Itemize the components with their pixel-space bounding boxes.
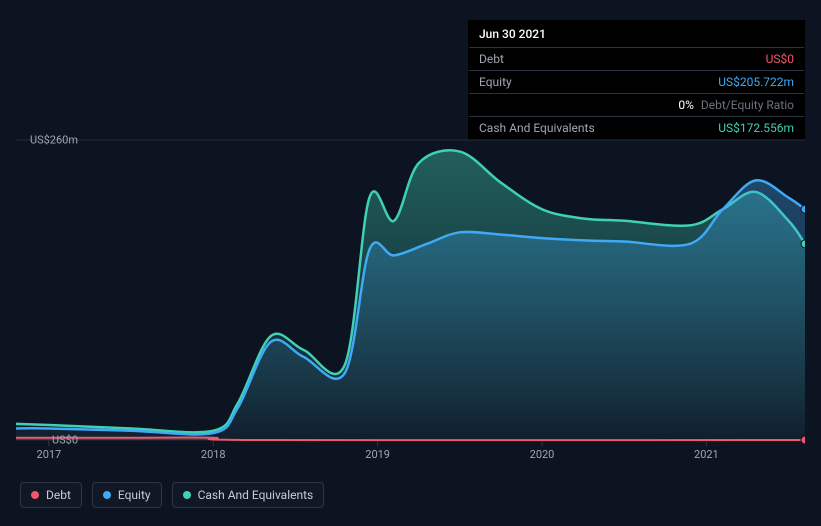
x-axis-label: 2018 bbox=[201, 448, 226, 461]
debt-equity-chart: US$0 US$260m 2017 2018 2019 2020 2021 bbox=[16, 120, 805, 465]
tooltip-row-value: 0% Debt/Equity Ratio bbox=[678, 98, 794, 112]
legend-label: Debt bbox=[46, 488, 71, 502]
legend-label: Equity bbox=[118, 488, 151, 502]
legend-label: Cash And Equivalents bbox=[198, 488, 314, 502]
tooltip-row: Debt US$0 bbox=[469, 47, 804, 70]
tooltip-date: Jun 30 2021 bbox=[469, 21, 804, 47]
legend-dot bbox=[103, 491, 111, 499]
y-axis-label: US$260m bbox=[30, 134, 78, 147]
legend-dot bbox=[183, 491, 191, 499]
tooltip-row-extra: Debt/Equity Ratio bbox=[698, 98, 794, 112]
legend-dot bbox=[31, 491, 39, 499]
tooltip-row-value: US$0 bbox=[766, 52, 794, 66]
legend-item-equity[interactable]: Equity bbox=[92, 482, 162, 508]
y-axis-label: US$0 bbox=[52, 434, 78, 447]
x-axis-label: 2021 bbox=[694, 448, 719, 461]
tooltip-row: Equity US$205.722m bbox=[469, 70, 804, 93]
tooltip-row-label: Equity bbox=[479, 75, 512, 89]
tooltip-row: 0% Debt/Equity Ratio bbox=[469, 93, 804, 116]
x-axis-label: 2020 bbox=[530, 448, 555, 461]
tooltip-row-value: US$205.722m bbox=[718, 75, 794, 89]
tooltip-row-label: Debt bbox=[479, 52, 504, 66]
x-axis-label: 2017 bbox=[37, 448, 62, 461]
chart-legend: Debt Equity Cash And Equivalents bbox=[20, 482, 324, 508]
legend-item-debt[interactable]: Debt bbox=[20, 482, 82, 508]
x-axis-label: 2019 bbox=[365, 448, 390, 461]
legend-item-cash-and-equivalents[interactable]: Cash And Equivalents bbox=[172, 482, 325, 508]
